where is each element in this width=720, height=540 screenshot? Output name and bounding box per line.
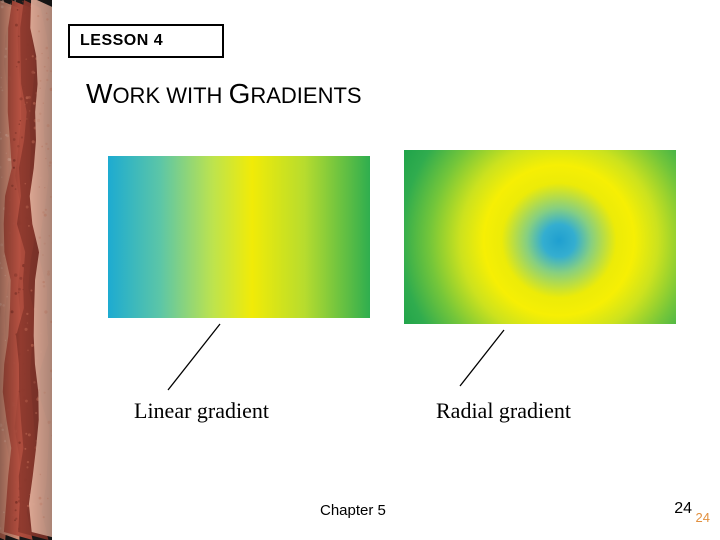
callout-line-linear: [158, 322, 228, 392]
footer-page-number-small: 24: [696, 510, 710, 525]
sidebar-texture-image: [0, 0, 52, 540]
lesson-header-box: LESSON 4: [68, 24, 224, 58]
footer-chapter: Chapter 5: [320, 502, 386, 519]
radial-gradient-swatch: [404, 150, 676, 324]
callout-line-radial: [452, 328, 512, 388]
lesson-label: LESSON 4: [80, 32, 163, 50]
footer-page-number: 24: [674, 500, 692, 518]
slide-title: WORK WITH GRADIENTS: [86, 78, 362, 110]
slide: LESSON 4 WORK WITH GRADIENTS Linear grad…: [0, 0, 720, 540]
linear-gradient-swatch: [108, 156, 370, 318]
linear-gradient-label: Linear gradient: [134, 398, 269, 424]
radial-gradient-label: Radial gradient: [436, 398, 571, 424]
